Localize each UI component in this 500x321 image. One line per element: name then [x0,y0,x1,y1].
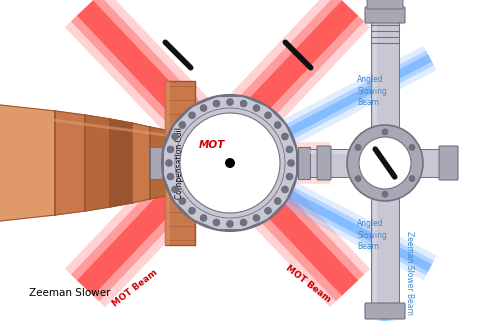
Circle shape [253,105,260,111]
Circle shape [167,146,174,153]
Circle shape [172,133,178,140]
Polygon shape [150,127,165,199]
Circle shape [166,160,172,167]
FancyBboxPatch shape [439,146,458,180]
Circle shape [274,197,281,204]
Circle shape [253,214,260,221]
FancyBboxPatch shape [310,149,385,177]
Circle shape [226,99,234,106]
Circle shape [179,121,186,128]
FancyBboxPatch shape [365,303,405,319]
Text: MOT Beam: MOT Beam [284,263,333,304]
Circle shape [240,219,247,226]
Circle shape [288,160,294,167]
Circle shape [355,176,361,182]
Circle shape [382,191,388,197]
Circle shape [409,176,415,182]
Polygon shape [110,119,132,207]
Circle shape [213,219,220,226]
Circle shape [200,214,207,221]
Circle shape [188,112,196,119]
FancyBboxPatch shape [310,150,385,154]
Circle shape [286,173,293,180]
Circle shape [355,144,361,151]
Circle shape [172,186,178,193]
Polygon shape [85,115,110,211]
Circle shape [200,105,207,111]
Text: MOT: MOT [199,140,225,150]
FancyBboxPatch shape [298,147,310,179]
Circle shape [382,129,388,135]
Circle shape [226,221,234,228]
FancyBboxPatch shape [194,148,206,178]
Text: Angled
Slowing
Beam: Angled Slowing Beam [357,75,387,107]
Circle shape [409,144,415,151]
FancyBboxPatch shape [365,7,405,23]
Text: Compensation Coil: Compensation Coil [176,127,184,199]
Circle shape [180,113,280,213]
Circle shape [213,100,220,107]
Circle shape [347,125,423,201]
Circle shape [240,100,247,107]
Polygon shape [164,96,296,230]
Polygon shape [55,111,85,215]
FancyBboxPatch shape [150,147,162,179]
FancyBboxPatch shape [165,81,170,245]
Text: Angled
Slowing
Beam: Angled Slowing Beam [357,219,387,251]
Polygon shape [132,123,150,203]
Circle shape [225,158,235,168]
FancyBboxPatch shape [371,8,399,318]
Circle shape [188,207,196,214]
Text: Zeeman Slower: Zeeman Slower [29,288,111,298]
FancyBboxPatch shape [165,81,195,245]
FancyBboxPatch shape [330,149,440,177]
Circle shape [282,133,288,140]
Circle shape [167,173,174,180]
Circle shape [274,121,281,128]
FancyBboxPatch shape [367,0,403,9]
Polygon shape [0,105,55,221]
Circle shape [264,112,272,119]
Text: Zeeman Slower Beam: Zeeman Slower Beam [405,231,414,315]
FancyBboxPatch shape [373,8,377,318]
Circle shape [179,197,186,204]
Circle shape [282,186,288,193]
Circle shape [359,137,411,189]
FancyBboxPatch shape [317,146,331,180]
Circle shape [264,207,272,214]
Text: MOT Beam: MOT Beam [110,268,160,309]
Circle shape [286,146,293,153]
